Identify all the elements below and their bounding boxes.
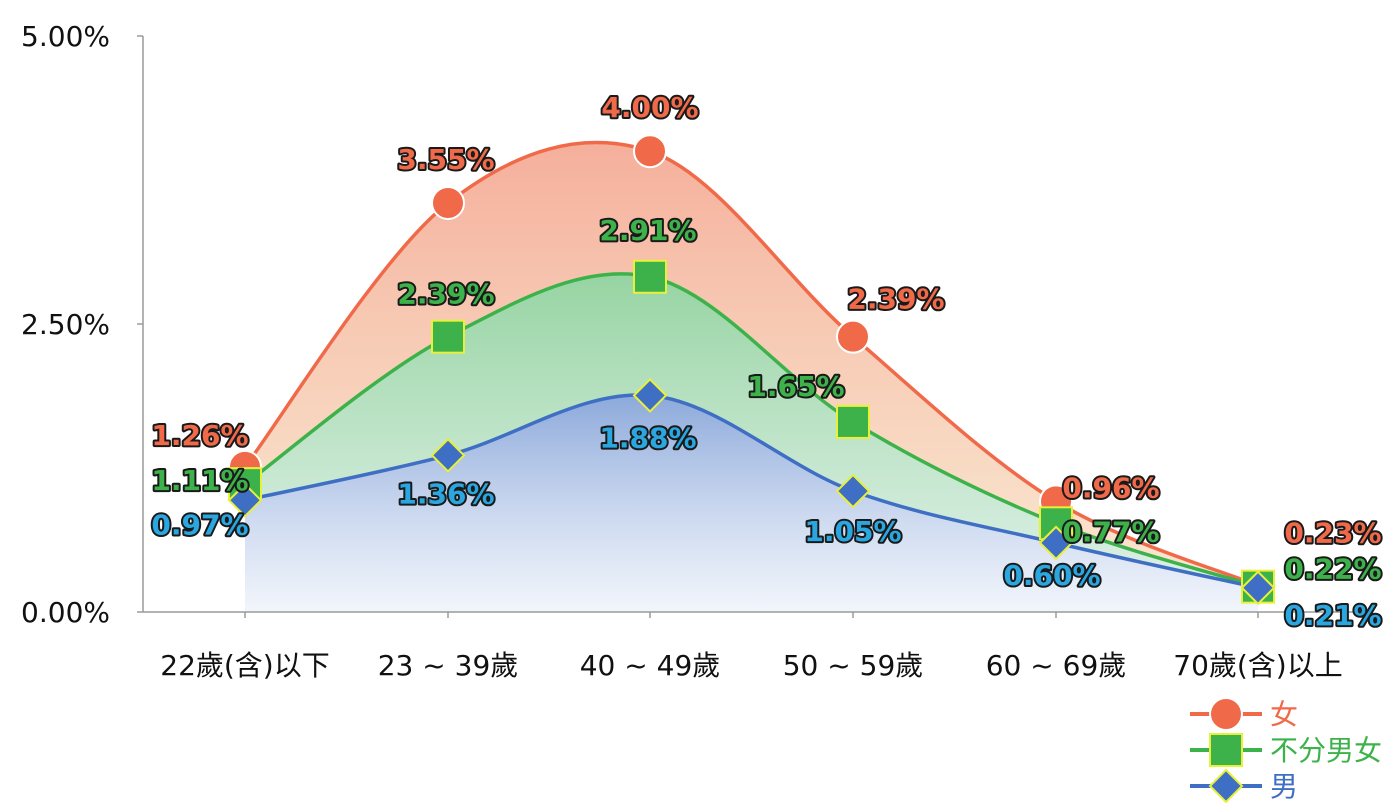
series-line-3	[244, 393, 1259, 590]
data-point-diamond	[1240, 570, 1276, 606]
x-tick-label: 50 ~ 59歲	[783, 649, 924, 682]
data-label: 1.26%	[151, 419, 248, 452]
data-point-diamond	[1038, 525, 1074, 561]
data-label: 0.23%	[1284, 517, 1381, 550]
legend-marker-square	[1209, 733, 1243, 767]
legend-label: 不分男女	[1270, 734, 1382, 767]
data-label: 2.39%	[397, 278, 494, 311]
data-point-diamond	[227, 482, 263, 518]
data-label: 1.88%	[599, 421, 696, 454]
data-label: 0.97%	[151, 508, 248, 541]
legend-item: 男	[1190, 768, 1298, 803]
legend-marker-diamond	[1208, 768, 1244, 803]
y-tick-label: 5.00%	[21, 20, 110, 53]
data-point-square	[836, 404, 870, 439]
data-label: 3.55%	[397, 143, 494, 176]
data-label: 0.96%	[1062, 471, 1159, 504]
data-point-square	[431, 319, 465, 354]
data-point-diamond	[835, 473, 871, 509]
x-tick-label: 23 ~ 39歲	[378, 649, 519, 682]
data-point-diamond	[632, 378, 668, 413]
series-area-3	[245, 394, 1258, 612]
data-label: 1.05%	[804, 515, 901, 548]
data-label: 0.21%	[1284, 599, 1381, 632]
data-point-circle	[633, 134, 667, 169]
x-tick-label: 60 ~ 69歲	[986, 649, 1127, 682]
y-tick-label: 2.50%	[21, 308, 110, 341]
data-label: 1.36%	[397, 477, 494, 510]
data-label: 0.77%	[1062, 515, 1159, 548]
data-point-square	[633, 259, 667, 294]
data-label: 0.22%	[1284, 553, 1381, 586]
data-label: 2.39%	[847, 283, 944, 316]
data-label: 1.11%	[151, 464, 248, 497]
legend-label: 女	[1270, 698, 1298, 731]
data-point-diamond	[430, 437, 466, 473]
data-label: 1.65%	[747, 370, 844, 403]
data-label: 4.00%	[601, 91, 698, 124]
data-point-circle	[431, 186, 465, 221]
x-tick-label: 22歲(含)以下	[160, 649, 329, 682]
x-tick-label: 40 ~ 49歲	[580, 649, 721, 682]
y-tick-label: 0.00%	[21, 596, 110, 629]
legend-label: 男	[1270, 770, 1298, 803]
series-area-2	[245, 273, 1258, 588]
data-point-circle	[836, 319, 870, 354]
x-tick-label: 70歲(含)以上	[1173, 649, 1342, 682]
data-label: 0.60%	[1003, 559, 1100, 592]
series-area-1	[245, 142, 1258, 587]
legend-marker-circle	[1209, 697, 1243, 731]
data-label: 2.91%	[599, 214, 696, 247]
legend-item: 不分男女	[1190, 733, 1382, 767]
legend-item: 女	[1190, 697, 1298, 731]
